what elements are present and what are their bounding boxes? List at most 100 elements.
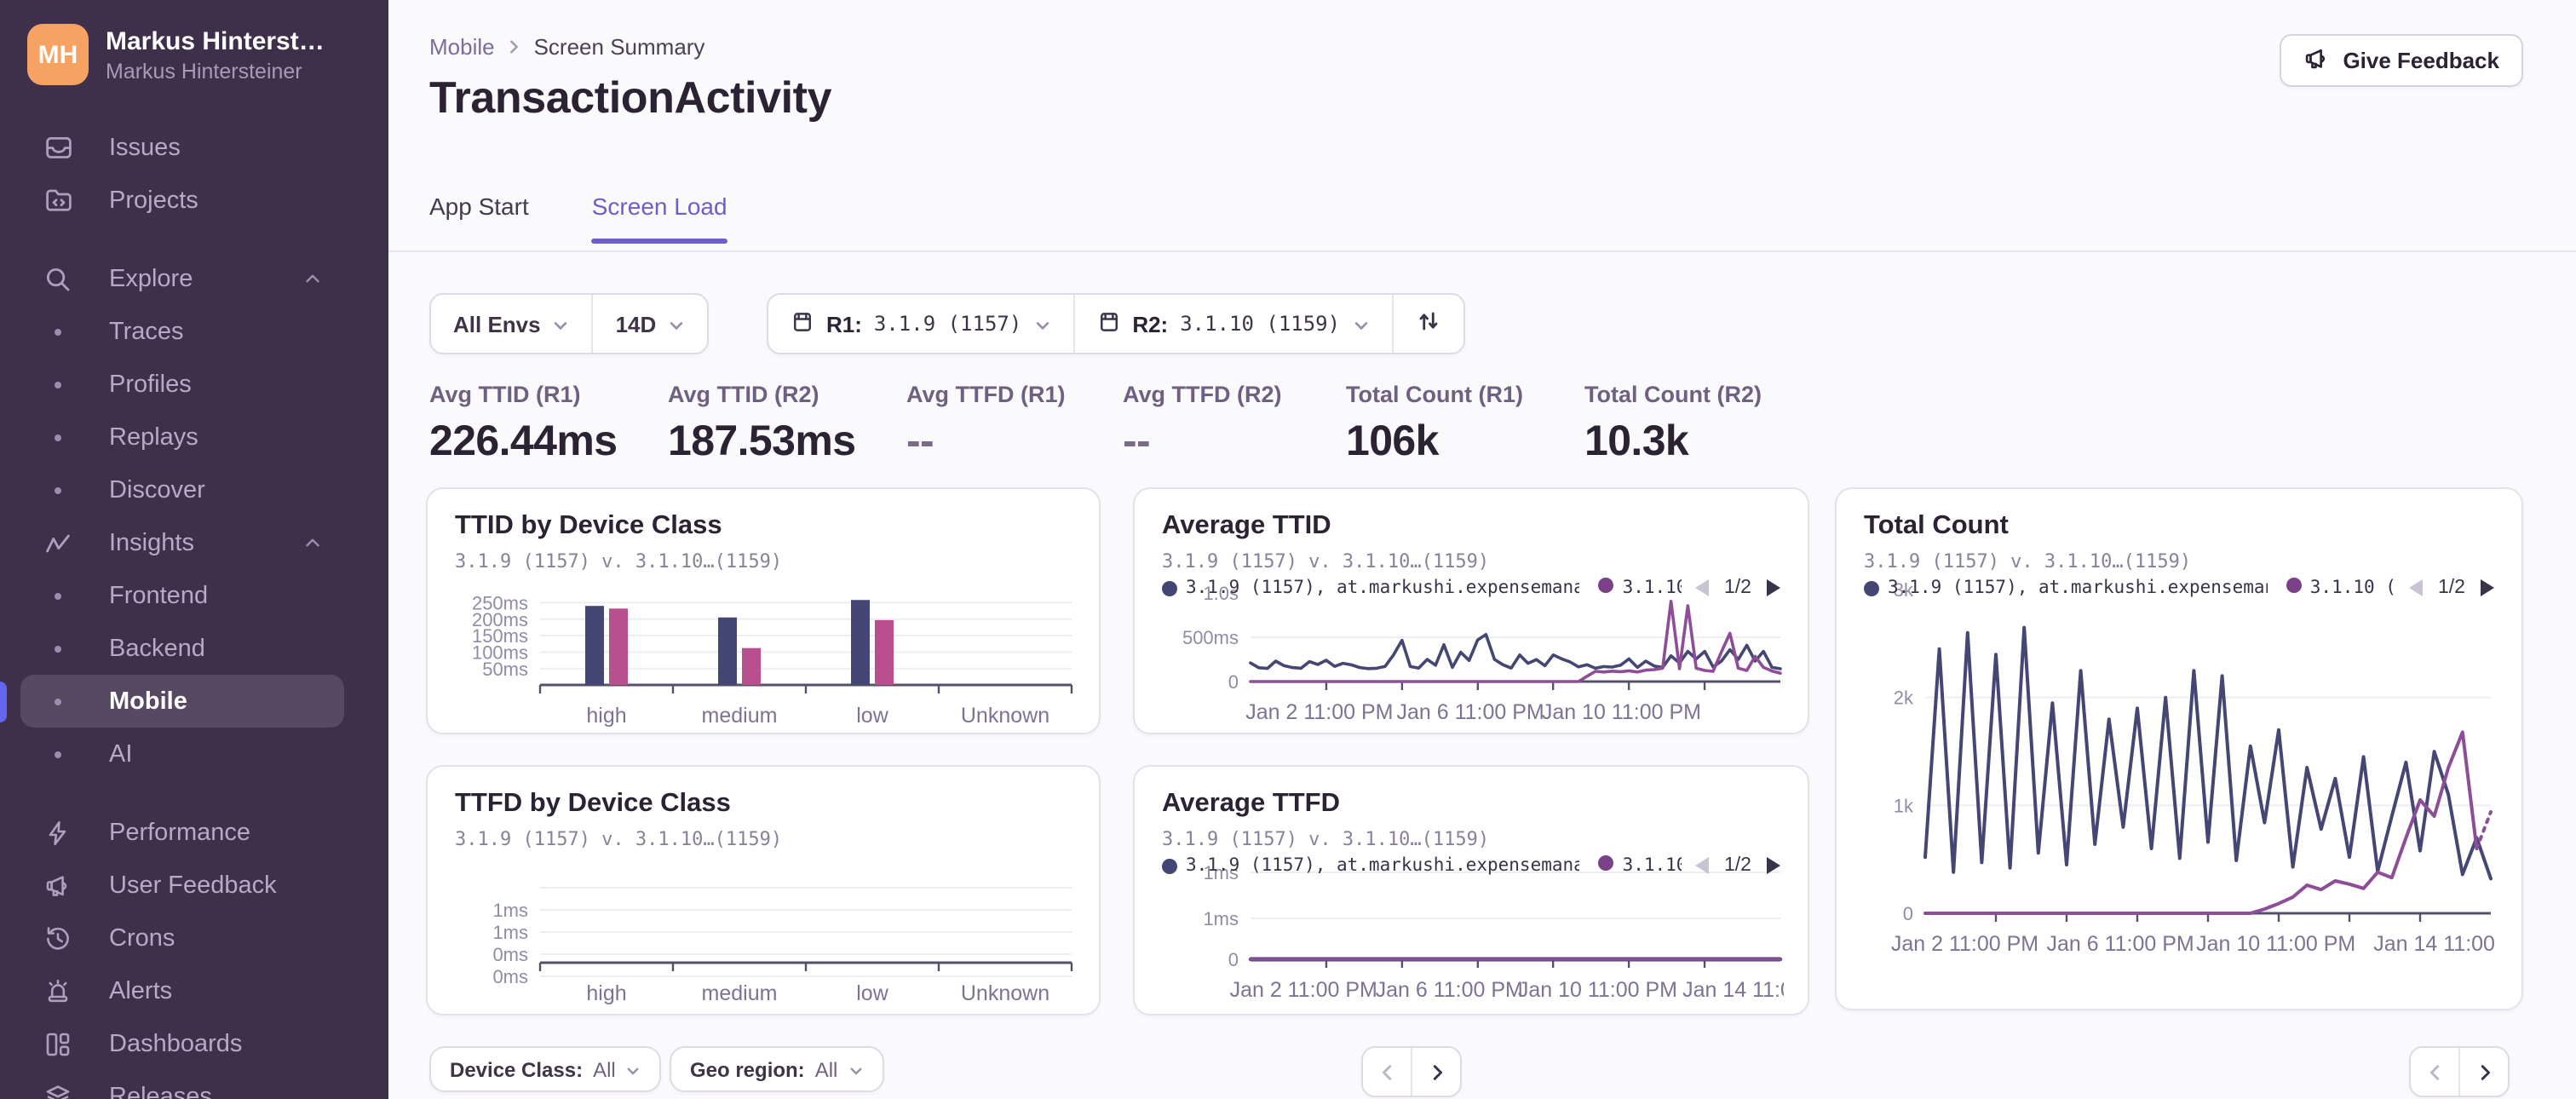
environment-selector[interactable]: All Envs (431, 295, 592, 353)
legend-page-indicator: 1/2 (2438, 578, 2465, 598)
svg-text:Jan 6 11:00 PM: Jan 6 11:00 PM (2046, 932, 2194, 956)
legend-pager: 1/2 (2395, 578, 2494, 598)
sidebar-item-alerts[interactable]: Alerts (20, 964, 344, 1017)
svg-text:Jan 2 11:00 PM: Jan 2 11:00 PM (1891, 932, 2038, 956)
main-content: Mobile Screen Summary Give Feedback Tran… (388, 0, 2576, 1099)
env-date-filter-group: All Envs 14D (429, 293, 710, 354)
stat-avg-ttid-r1-: Avg TTID (R1) 226.44ms (429, 382, 618, 465)
svg-text:1ms: 1ms (492, 900, 528, 921)
svg-text:1ms: 1ms (1203, 908, 1239, 929)
releases-icon (43, 1081, 73, 1099)
swap-releases-button[interactable] (1391, 295, 1463, 353)
release-box-icon (1096, 309, 1120, 338)
bullet-icon (43, 645, 73, 652)
svg-text:2k: 2k (1894, 688, 1914, 709)
sidebar-item-mobile[interactable]: Mobile (20, 675, 344, 728)
geo-region-filter[interactable]: Geo region: All (670, 1046, 884, 1092)
swap-arrows-icon (1415, 308, 1440, 339)
legend-next-icon[interactable] (1767, 857, 1780, 874)
sidebar-item-profiles[interactable]: Profiles (20, 358, 344, 411)
breadcrumb: Mobile Screen Summary (429, 34, 704, 60)
prev-page-button[interactable] (2411, 1048, 2458, 1096)
next-page-button[interactable] (2458, 1048, 2508, 1096)
chevron-down-icon (848, 1062, 863, 1078)
sidebar-item-crons[interactable]: Crons (20, 912, 344, 964)
svg-text:1k: 1k (1894, 795, 1914, 816)
sidebar-item-projects[interactable]: Projects (20, 174, 344, 227)
sidebar-item-releases[interactable]: Releases (20, 1070, 344, 1099)
card-ttid-by-device-class: TTID by Device Class 3.1.9 (1157) v. 3.1… (426, 487, 1101, 734)
chart-average-ttid: 1.0s 500ms 0 Jan 2 11:00 PM Jan 6 11:00 PMJa… (1182, 583, 1782, 724)
card-title: TTID by Device Class (455, 511, 722, 540)
legend-next-icon[interactable] (1767, 579, 1780, 596)
legend-dot-r2 (1598, 578, 1614, 593)
sidebar-item-dashboards[interactable]: Dashboards (20, 1017, 344, 1070)
sidebar-item-ai[interactable]: AI (20, 728, 344, 780)
card-title: Average TTID (1162, 511, 1331, 540)
card-title: Total Count (1864, 511, 2009, 540)
svg-text:low: low (856, 704, 888, 728)
release-compare-group: R1: 3.1.9 (1157) R2: 3.1.10 (1159) (767, 293, 1465, 354)
legend-dot-r1 (1162, 580, 1177, 596)
legend-prev-icon[interactable] (1695, 579, 1709, 596)
svg-text:Jan 14 11:00: Jan 14 11:00 (1682, 978, 1784, 1002)
sidebar-item-performance[interactable]: Performance (20, 806, 344, 859)
card-subtitle: 3.1.9 (1157) v. 3.1.10…(1159) (1864, 550, 2192, 573)
bullet-icon (43, 486, 73, 493)
svg-text:0: 0 (1228, 671, 1239, 693)
avatar: MH (27, 24, 89, 85)
breadcrumb-mobile-link[interactable]: Mobile (429, 34, 495, 60)
legend-label-r1[interactable]: 3.1.9 (1157), at.markushi.expensemanage (1186, 855, 1580, 876)
svg-text:500ms: 500ms (1182, 627, 1239, 648)
legend-prev-icon[interactable] (2409, 579, 2423, 596)
user-name: Markus Hinterst… (106, 26, 325, 55)
svg-text:high: high (586, 704, 626, 728)
card-subtitle: 3.1.9 (1157) v. 3.1.10…(1159) (455, 828, 783, 850)
svg-text:0ms: 0ms (492, 966, 528, 987)
card-ttfd-by-device-class: TTFD by Device Class 3.1.9 (1157) v. 3.1… (426, 765, 1101, 1016)
legend-label-r2[interactable]: 3.1.10 (1 (2309, 578, 2395, 598)
svg-text:Jan 10 11:00 PM: Jan 10 11:00 PM (1542, 700, 1701, 724)
sidebar-item-frontend[interactable]: Frontend (20, 569, 344, 622)
org-switcher[interactable]: MH Markus Hinterst… Markus Hintersteiner (27, 24, 368, 85)
svg-text:0: 0 (1903, 903, 1913, 924)
date-range-selector[interactable]: 14D (591, 295, 708, 353)
legend-label-r2[interactable]: 3.1.10 (1622, 578, 1682, 598)
bullet-icon (43, 328, 73, 335)
sidebar-item-backend[interactable]: Backend (20, 622, 344, 675)
prev-page-button[interactable] (1363, 1048, 1411, 1096)
insights-icon (43, 527, 73, 558)
tab-app-start[interactable]: App Start (429, 193, 529, 220)
device-class-filter[interactable]: Device Class: All (429, 1046, 662, 1092)
release-1-selector[interactable]: R1: 3.1.9 (1157) (768, 295, 1072, 353)
legend-label-r1[interactable]: 3.1.9 (1157), at.markushi.expensemanage (1186, 578, 1580, 598)
sidebar-item-discover[interactable]: Discover (20, 463, 344, 516)
sidebar-item-replays[interactable]: Replays (20, 411, 344, 463)
chevron-down-icon (668, 316, 685, 333)
sidebar-item-traces[interactable]: Traces (20, 305, 344, 358)
next-page-button[interactable] (1411, 1048, 1460, 1096)
breadcrumb-screen-summary: Screen Summary (533, 34, 705, 60)
legend-prev-icon[interactable] (1695, 857, 1709, 874)
screen-charts-pagination (1361, 1046, 1462, 1097)
sidebar-item-insights[interactable]: Insights (20, 516, 344, 569)
sidebar-item-explore[interactable]: Explore (20, 252, 344, 305)
crons-icon (43, 923, 73, 953)
release-2-selector[interactable]: R2: 3.1.10 (1159) (1072, 295, 1391, 353)
stat-avg-ttfd-r2-: Avg TTFD (R2) -- (1123, 382, 1282, 465)
legend-pager: 1/2 (1682, 578, 1780, 598)
legend-label-r2[interactable]: 3.1.10 (1622, 855, 1682, 876)
legend-next-icon[interactable] (2481, 579, 2494, 596)
card-subtitle: 3.1.9 (1157) v. 3.1.10…(1159) (1162, 550, 1490, 573)
give-feedback-button[interactable]: Give Feedback (2280, 34, 2523, 87)
stat-total-count-r1-: Total Count (R1) 106k (1346, 382, 1523, 465)
sidebar-item-user-feedback[interactable]: User Feedback (20, 859, 344, 912)
legend-label-r1[interactable]: 3.1.9 (1157), at.markushi.expensemanage (1888, 578, 2268, 598)
megaphone-icon (2303, 45, 2329, 76)
bullet-icon (43, 751, 73, 757)
sidebar-item-issues[interactable]: Issues (20, 121, 344, 174)
tab-screen-load[interactable]: Screen Load (591, 193, 727, 244)
